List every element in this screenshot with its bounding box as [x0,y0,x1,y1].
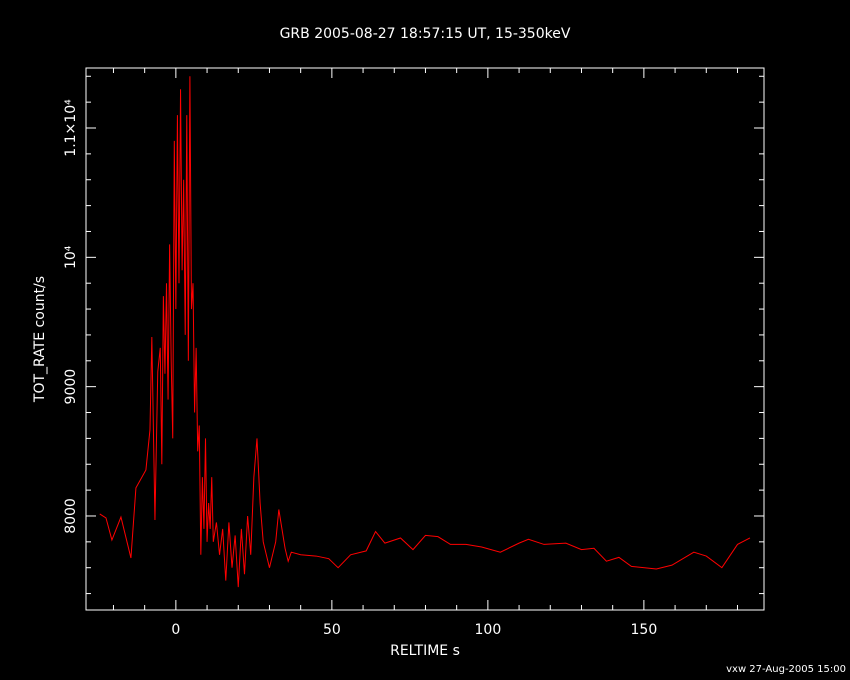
y-tick-label: 1.1×10⁴ [63,99,79,157]
x-axis-label: RELTIME s [390,643,460,659]
x-tick-label: 100 [475,622,502,638]
y-tick-label: 10⁴ [63,245,79,269]
x-tick-label: 0 [171,622,180,638]
y-axis-label: TOT_RATE count/s [32,276,48,403]
x-tick-label: 50 [323,622,341,638]
y-tick-label: 8000 [63,498,79,534]
footer: vxw 27-Aug-2005 15:00 [726,664,846,675]
chart-title: GRB 2005-08-27 18:57:15 UT, 15-350keV [280,26,571,42]
x-tick-label: 150 [631,622,658,638]
y-tick-label: 9000 [63,369,79,405]
data-line [99,76,751,588]
